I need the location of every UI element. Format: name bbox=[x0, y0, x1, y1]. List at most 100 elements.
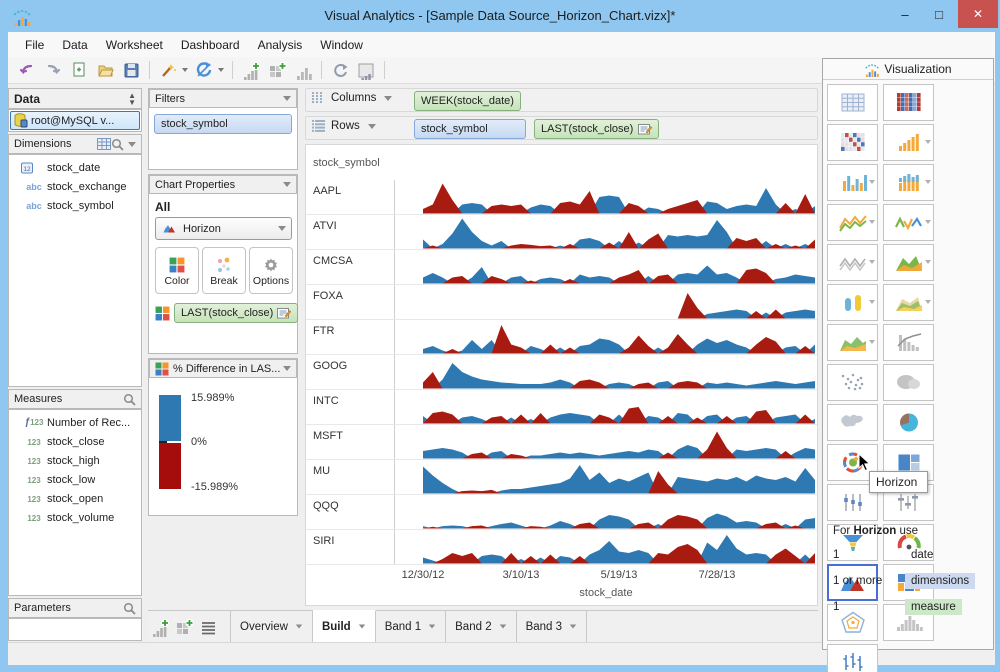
edit-icon[interactable] bbox=[638, 123, 653, 135]
tab-band-1[interactable]: Band 1 bbox=[376, 611, 447, 642]
chevron-down-icon[interactable] bbox=[283, 182, 291, 187]
sort-updown-icon[interactable]: ▲ ▼ bbox=[128, 90, 136, 107]
chevron-down-icon[interactable] bbox=[869, 220, 875, 224]
columns-shelf[interactable]: Columns WEEK(stock_date) bbox=[305, 88, 818, 112]
pill-stock-symbol[interactable]: stock_symbol bbox=[414, 119, 526, 139]
horizon-row-mu[interactable]: MU bbox=[306, 460, 817, 495]
viz-type-line-chart[interactable] bbox=[827, 204, 878, 241]
viz-type-radar[interactable] bbox=[827, 604, 878, 641]
chevron-down-icon[interactable] bbox=[499, 624, 506, 629]
pill-last-stock-close-[interactable]: LAST(stock_close) bbox=[534, 119, 660, 139]
close-button[interactable]: ✕ bbox=[958, 0, 998, 28]
viz-type-scatter-plot[interactable] bbox=[827, 364, 878, 401]
options-button[interactable]: Options bbox=[249, 247, 293, 294]
chevron-down-icon[interactable] bbox=[869, 340, 875, 344]
measure-stock-volume[interactable]: 123 stock_volume bbox=[9, 508, 141, 527]
horizon-row-msft[interactable]: MSFT bbox=[306, 425, 817, 460]
search-icon[interactable] bbox=[111, 138, 124, 151]
viz-type-stock-hilo[interactable] bbox=[827, 644, 878, 672]
add-chart-icon[interactable] bbox=[240, 60, 262, 80]
chevron-down-icon[interactable] bbox=[367, 123, 376, 129]
edit-icon[interactable] bbox=[277, 307, 292, 319]
legend-header[interactable]: % Difference in LAS... bbox=[149, 359, 297, 378]
dimension-stock-exchange[interactable]: abc stock_exchange bbox=[9, 177, 141, 196]
small-bars-icon[interactable] bbox=[292, 60, 314, 80]
chevron-down-icon[interactable] bbox=[869, 180, 875, 184]
viz-type-heat-map[interactable] bbox=[883, 84, 934, 121]
viz-type-word-cloud[interactable] bbox=[883, 364, 934, 401]
chevron-down-icon[interactable] bbox=[569, 624, 577, 629]
horizon-row-intc[interactable]: INTC bbox=[306, 390, 817, 425]
viz-type-funnel[interactable] bbox=[827, 524, 878, 561]
horizon-row-qqq[interactable]: QQQ bbox=[306, 495, 817, 530]
viz-type-continuous-area[interactable] bbox=[827, 324, 878, 361]
chevron-down-icon[interactable] bbox=[869, 300, 875, 304]
rows-shelf[interactable]: Rows stock_symbol LAST(stock_close) bbox=[305, 116, 818, 140]
chart-slide-icon[interactable] bbox=[355, 60, 377, 80]
viz-type-pie-chart[interactable] bbox=[883, 404, 934, 441]
tab-band-2[interactable]: Band 2 bbox=[446, 611, 517, 642]
viz-type-stacked-area[interactable] bbox=[883, 284, 934, 321]
chevron-down-icon[interactable] bbox=[925, 220, 931, 224]
menu-worksheet[interactable]: Worksheet bbox=[105, 37, 163, 52]
chevron-down-icon[interactable] bbox=[925, 260, 931, 264]
viz-type-area-chart[interactable] bbox=[883, 244, 934, 281]
menu-dashboard[interactable]: Dashboard bbox=[180, 37, 240, 52]
measure-stock-low[interactable]: 123 stock_low bbox=[9, 470, 141, 489]
add-dashboard-icon[interactable] bbox=[172, 611, 196, 642]
chevron-down-icon[interactable] bbox=[182, 68, 188, 72]
menu-analysis[interactable]: Analysis bbox=[257, 37, 303, 52]
horizon-row-ftr[interactable]: FTR bbox=[306, 320, 817, 355]
viz-type-side-by-side-bar[interactable] bbox=[827, 164, 878, 201]
redo-icon[interactable] bbox=[42, 60, 64, 80]
rotate-icon[interactable] bbox=[329, 60, 351, 80]
legend-gradient-bar[interactable] bbox=[159, 395, 181, 489]
dimension-stock-date[interactable]: 12 stock_date bbox=[9, 158, 141, 177]
chevron-down-icon[interactable] bbox=[384, 95, 393, 101]
add-chart-icon[interactable] bbox=[148, 611, 172, 642]
break-button[interactable]: Break bbox=[202, 247, 246, 294]
encoding-pill[interactable]: LAST(stock_close) bbox=[174, 303, 299, 323]
color-button[interactable]: Color bbox=[155, 247, 199, 294]
dimension-stock-symbol[interactable]: abc stock_symbol bbox=[9, 196, 141, 215]
measure-stock-close[interactable]: 123 stock_close bbox=[9, 432, 141, 451]
add-dashboard-icon[interactable] bbox=[266, 60, 288, 80]
table-view-icon[interactable] bbox=[97, 138, 111, 150]
save-icon[interactable] bbox=[120, 60, 142, 80]
search-icon[interactable] bbox=[123, 602, 136, 615]
viz-type-gauge[interactable] bbox=[883, 524, 934, 561]
tab-band-3[interactable]: Band 3 bbox=[517, 611, 588, 642]
chevron-down-icon[interactable] bbox=[925, 140, 931, 144]
refresh-icon[interactable] bbox=[193, 60, 215, 80]
new-doc-icon[interactable] bbox=[68, 60, 90, 80]
viz-type-step-line[interactable] bbox=[827, 244, 878, 281]
connection-item[interactable]: root@MySQL v... bbox=[10, 111, 140, 130]
viz-type-stacked-bar[interactable] bbox=[883, 164, 934, 201]
search-icon[interactable] bbox=[123, 393, 136, 406]
tab-build[interactable]: Build bbox=[312, 610, 376, 642]
pill-week-stock-date-[interactable]: WEEK(stock_date) bbox=[414, 91, 521, 111]
maximize-button[interactable]: □ bbox=[935, 6, 943, 22]
horizon-row-foxa[interactable]: FOXA bbox=[306, 285, 817, 320]
horizon-row-siri[interactable]: SIRI bbox=[306, 530, 817, 565]
chevron-down-icon[interactable] bbox=[358, 624, 365, 629]
chevron-down-icon[interactable] bbox=[283, 366, 291, 371]
viz-type-horizon[interactable] bbox=[827, 564, 878, 601]
viz-type-table[interactable] bbox=[827, 84, 878, 121]
chevron-down-icon[interactable] bbox=[128, 141, 136, 147]
data-panel-header[interactable]: Data ▲ ▼ bbox=[8, 88, 142, 109]
open-folder-icon[interactable] bbox=[94, 60, 116, 80]
horizon-row-aapl[interactable]: AAPL bbox=[306, 180, 817, 215]
chevron-down-icon[interactable] bbox=[925, 180, 931, 184]
chevron-down-icon[interactable] bbox=[295, 624, 303, 629]
wizard-icon[interactable] bbox=[157, 60, 179, 80]
viz-type-map[interactable] bbox=[827, 404, 878, 441]
viz-type-dual-combination[interactable] bbox=[827, 284, 878, 321]
chevron-down-icon[interactable] bbox=[283, 96, 291, 101]
viz-type-pareto[interactable] bbox=[883, 324, 934, 361]
horizon-row-goog[interactable]: GOOG bbox=[306, 355, 817, 390]
chevron-down-icon[interactable] bbox=[925, 300, 931, 304]
list-icon[interactable] bbox=[196, 611, 220, 642]
measure-number-of-rec-[interactable]: ƒ123 Number of Rec... bbox=[9, 413, 141, 432]
chart-properties-header[interactable]: Chart Properties bbox=[149, 175, 297, 194]
